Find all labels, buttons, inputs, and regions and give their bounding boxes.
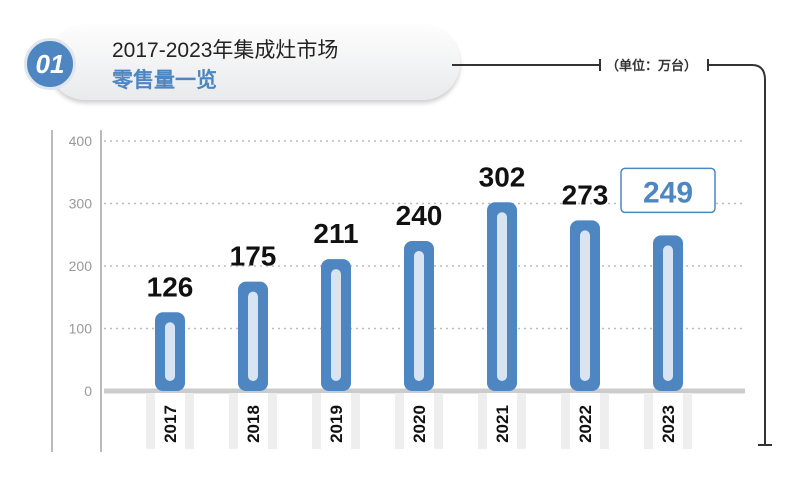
data-label: 273: [562, 179, 609, 210]
y-tick-label: 0: [84, 383, 92, 399]
bracket-line: [452, 59, 772, 446]
bar-inner-2017: [165, 322, 175, 381]
highlight-box: [620, 167, 716, 214]
x-tick-label: 2022: [576, 405, 595, 443]
data-label: 126: [147, 271, 194, 302]
bar-inner-2022: [580, 230, 590, 381]
x-tick-label: 2021: [493, 405, 512, 443]
data-label: 302: [479, 161, 526, 192]
y-tick-label: 300: [69, 196, 93, 212]
data-label: 249: [643, 176, 693, 209]
x-tick-label: 2019: [327, 405, 346, 443]
bar-inner-2018: [248, 291, 258, 381]
chart-title: 2017-2023年集成灶市场: [112, 39, 339, 62]
data-label: 240: [396, 200, 443, 231]
x-tick-label: 2017: [161, 405, 180, 443]
year-cylinder-face: [155, 393, 185, 449]
bar-inner-2023: [663, 245, 673, 381]
bar-inner-2019: [331, 269, 341, 381]
data-label: 175: [230, 241, 277, 272]
year-cylinder-face: [570, 393, 600, 449]
title-banner: [48, 25, 460, 100]
bar-inner-2020: [414, 251, 424, 381]
chart-subtitle: 零售量一览: [112, 69, 217, 92]
data-label: 211: [313, 218, 358, 249]
x-tick-label: 2018: [244, 405, 263, 443]
y-tick-label: 100: [69, 321, 93, 337]
x-tick-label: 2023: [659, 405, 678, 443]
y-tick-label: 200: [69, 258, 93, 274]
year-cylinder-face: [321, 393, 351, 449]
y-tick-label: 400: [69, 133, 93, 149]
unit-label: （单位：万台）: [606, 58, 698, 73]
bar-inner-2021: [497, 212, 507, 381]
year-cylinder-face: [404, 393, 434, 449]
section-badge: 01: [24, 38, 76, 90]
year-cylinder-face: [487, 393, 517, 449]
year-cylinder-face: [653, 393, 683, 449]
x-tick-label: 2020: [410, 405, 429, 443]
year-cylinder-face: [238, 393, 268, 449]
